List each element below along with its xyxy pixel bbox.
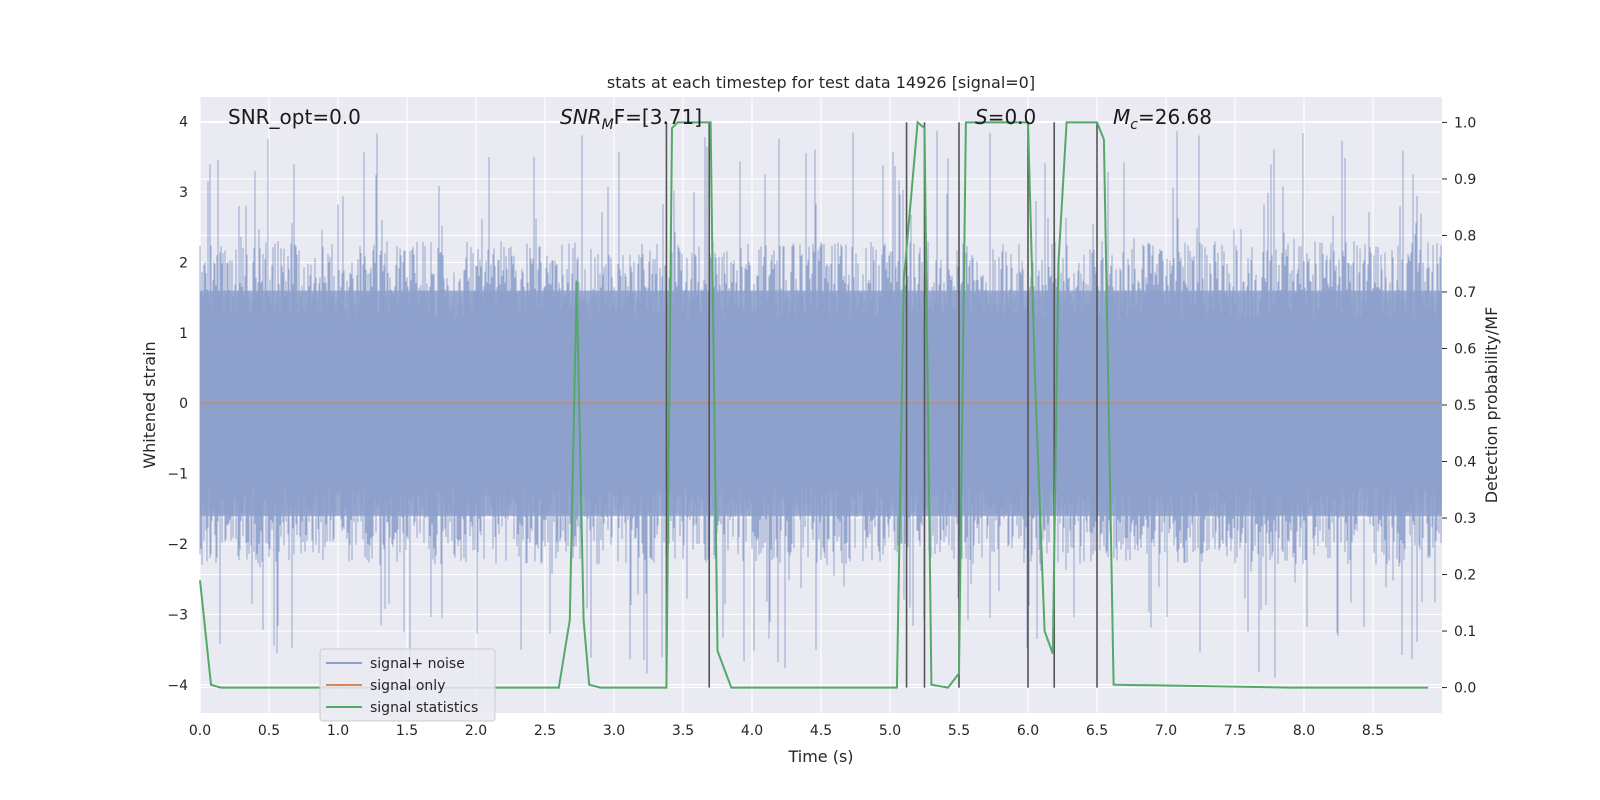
x-tick-label: 6.5 [1086, 723, 1108, 739]
x-tick-label: 8.5 [1362, 723, 1384, 739]
y2-tick-label: 0.3 [1454, 511, 1476, 527]
x-tick-label: 2.5 [534, 723, 556, 739]
x-tick-label: 5.5 [948, 723, 970, 739]
legend-label-noise: signal+ noise [370, 656, 465, 672]
annotation-snr-opt: SNR_opt=0.0 [228, 105, 361, 129]
x-tick-label: 2.0 [465, 723, 487, 739]
y-tick-label: −2 [167, 537, 188, 553]
y2-tick-label: 0.1 [1454, 624, 1476, 640]
x-tick-label: 5.0 [879, 723, 901, 739]
y2-tick-label: 0.7 [1454, 285, 1476, 301]
y2-tick-label: 1.0 [1454, 115, 1476, 131]
x-tick-label: 1.5 [396, 723, 418, 739]
x-axis-ticks: 0.0 0.5 1.0 1.5 2.0 2.5 3.0 3.5 4.0 4.5 5.0 5.5 6.0 6… [189, 723, 1384, 739]
snr-mf-symbol: SNR [560, 105, 602, 129]
mc-symbol: M [1113, 105, 1130, 129]
mc-subscript: c [1130, 117, 1138, 133]
x-tick-label: 7.0 [1155, 723, 1177, 739]
x-tick-label: 3.5 [672, 723, 694, 739]
x-tick-label: 1.0 [327, 723, 349, 739]
y2-tick-label: 0.0 [1454, 681, 1476, 697]
vertical-markers [665, 122, 1098, 688]
chart-title: stats at each timestep for test data 149… [607, 73, 1035, 92]
x-axis-label: Time (s) [787, 747, 853, 766]
x-tick-label: 0.0 [189, 723, 211, 739]
y2-tick-label: 0.5 [1454, 398, 1476, 414]
y-axis-ticks: −4 −3 −2 −1 0 1 2 3 4 [167, 115, 188, 694]
x-tick-label: 4.0 [741, 723, 763, 739]
signal-statistics-line [199, 120, 1429, 689]
annotation-s: S=0.0 [975, 105, 1036, 129]
y-tick-label: −3 [167, 607, 188, 623]
y2-tick-label: 0.8 [1454, 228, 1476, 244]
legend-label-stats: signal statistics [370, 700, 478, 716]
y-tick-label: −1 [167, 467, 188, 483]
s-symbol: S [975, 105, 988, 129]
legend-box [319, 648, 496, 722]
annotation-mc: Mc=26.68 [1113, 105, 1212, 133]
legend-label-signal: signal only [370, 678, 445, 694]
snr-mf-subscript: M [602, 117, 614, 133]
y2-tick-label: 0.2 [1454, 568, 1476, 584]
y2-tick-label: 0.6 [1454, 341, 1476, 357]
y2-axis-label: Detection probability/MF [1482, 307, 1501, 504]
x-tick-label: 7.5 [1224, 723, 1246, 739]
y-tick-label: −4 [167, 678, 188, 694]
x-tick-label: 8.0 [1293, 723, 1315, 739]
y-tick-label: 4 [179, 115, 188, 131]
snr-mf-value: F=[3.71] [614, 105, 702, 129]
legend: signal+ noise signal only signal statist… [319, 648, 496, 722]
y-tick-label: 0 [179, 396, 188, 412]
x-tick-label: 6.0 [1017, 723, 1039, 739]
y-tick-label: 1 [179, 326, 188, 342]
y-tick-label: 2 [179, 255, 188, 271]
x-tick-label: 4.5 [810, 723, 832, 739]
x-tick-label: 0.5 [258, 723, 280, 739]
annotation-snr-mf: SNRMF=[3.71] [560, 105, 702, 133]
y2-axis-ticks: 0.0 0.1 0.2 0.3 0.4 0.5 0.6 0.7 0.8 0.9 1.0 [1442, 115, 1476, 697]
y2-tick-label: 0.9 [1454, 172, 1476, 188]
mc-value: =26.68 [1138, 105, 1212, 129]
s-value: =0.0 [988, 105, 1037, 129]
x-tick-label: 3.0 [603, 723, 625, 739]
y2-tick-label: 0.4 [1454, 455, 1476, 471]
y-tick-label: 3 [179, 185, 188, 201]
y-axis-label: Whitened strain [140, 341, 159, 468]
